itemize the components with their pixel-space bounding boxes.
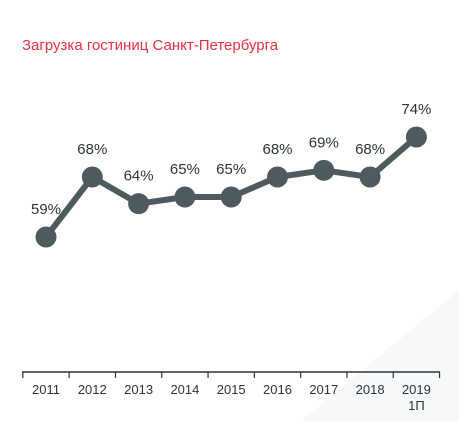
data-point-marker xyxy=(313,159,335,181)
data-point-marker xyxy=(267,166,288,188)
data-label: 68% xyxy=(77,141,107,158)
x-axis-tick-label: 2013 xyxy=(124,382,153,397)
x-axis-tick-label: 2017 xyxy=(309,382,338,397)
x-axis-tick-label: 2014 xyxy=(170,382,199,397)
data-label: 74% xyxy=(401,101,431,118)
background-diagonal-shape xyxy=(300,290,459,422)
chart-title: Загрузка гостиниц Санкт-Петербурга xyxy=(22,37,279,54)
data-point-marker xyxy=(359,166,381,188)
x-axis-tick-label: 2011 xyxy=(32,382,60,397)
data-point-marker xyxy=(128,193,150,215)
x-axis-tick-label: 2015 xyxy=(217,382,246,397)
data-point-marker xyxy=(35,226,57,248)
data-point-marker xyxy=(220,186,242,208)
data-point-marker xyxy=(174,186,196,208)
x-axis-tick-label: 2012 xyxy=(78,382,107,397)
data-label: 68% xyxy=(262,141,292,158)
data-label: 68% xyxy=(355,141,385,158)
data-label: 65% xyxy=(170,161,200,178)
data-label: 69% xyxy=(309,134,339,151)
data-point-marker xyxy=(405,126,427,148)
data-label: 64% xyxy=(124,168,154,185)
data-point-marker xyxy=(81,166,103,188)
data-label: 59% xyxy=(31,201,61,218)
x-axis-tick-label: 2018 xyxy=(356,382,385,397)
x-axis-tick-label: 1П xyxy=(408,398,425,413)
x-axis-tick-label: 2019 xyxy=(402,382,431,397)
x-axis-tick-label: 2016 xyxy=(263,382,292,397)
data-label: 65% xyxy=(216,161,246,178)
